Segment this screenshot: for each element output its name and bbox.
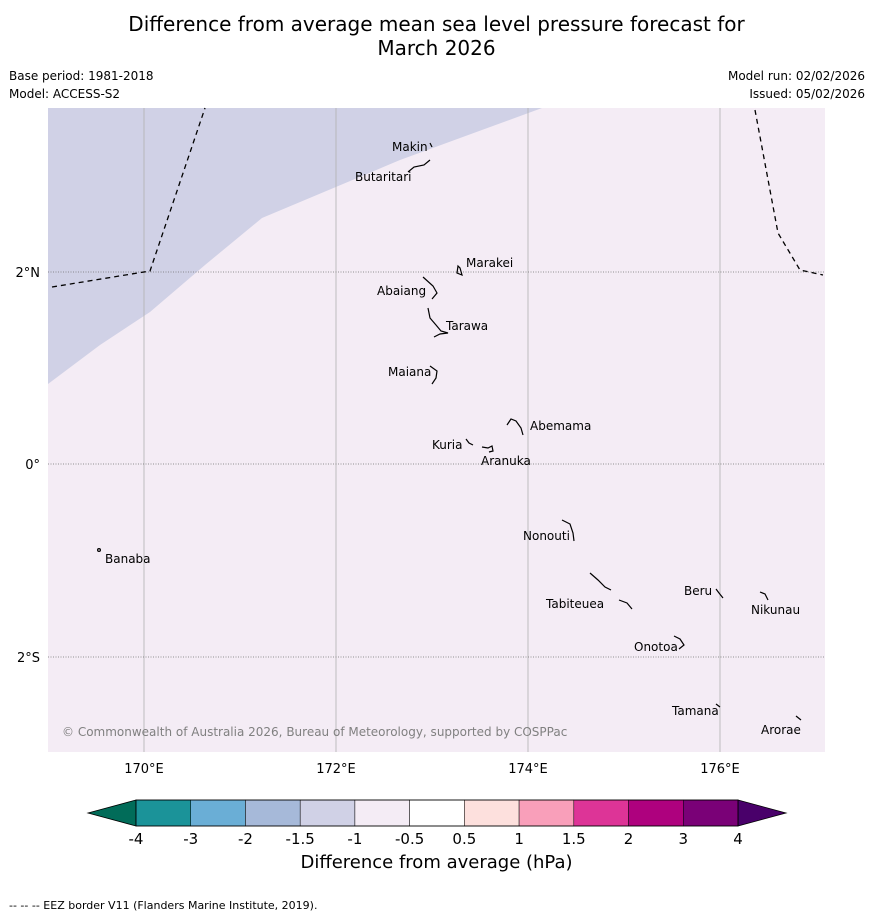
colorbar-cell-4 [354, 799, 410, 827]
island-shape-maiana [429, 365, 438, 385]
island-shape-beru [715, 588, 724, 599]
island-shape-onotoa [673, 635, 685, 650]
model-run: Model run: 02/02/2026 [727, 69, 865, 83]
lon-tick-176e: 176°E [700, 762, 740, 777]
title-line-1: Difference from average mean sea level p… [128, 12, 745, 36]
label-marakei: Marakei [466, 256, 513, 270]
colorbar-cell-2 [245, 799, 301, 827]
lat-tick-2n: 2°N [16, 266, 41, 281]
colorbar: -4 -3 -2 -1.5 -1 -0.5 0.5 1 1.5 2 3 4 [86, 799, 788, 848]
label-abaiang: Abaiang [377, 284, 426, 298]
colorbar-label: Difference from average (hPa) [300, 852, 573, 873]
colorbar-cell-1 [190, 799, 246, 827]
label-makin: Makin [392, 140, 428, 154]
colorbar-tick-9: 2 [624, 830, 634, 848]
colorbar-tick-11: 4 [733, 830, 743, 848]
colorbar-under-arrow [86, 799, 137, 827]
latitude-tick-labels: 2°N 0° 2°S [16, 266, 41, 666]
label-onotoa: Onotoa [634, 640, 678, 654]
colorbar-tick-1: -3 [183, 830, 198, 848]
island-shape-aranuka [481, 445, 494, 453]
model-name: Model: ACCESS-S2 [9, 87, 121, 101]
colorbar-cell-3 [299, 799, 356, 827]
eez-border-east [754, 109, 824, 276]
colorbar-frame [135, 799, 739, 827]
island-shape-nonouti [561, 519, 575, 542]
issued-date: Issued: 05/02/2026 [749, 87, 865, 101]
colorbar-over-arrow [737, 799, 788, 827]
colorbar-cell-0 [135, 799, 191, 827]
island-shape-tabiteuea [589, 572, 633, 610]
longitude-tick-labels: 170°E 172°E 174°E 176°E [124, 762, 740, 777]
lon-tick-174e: 174°E [508, 762, 548, 777]
island-shape-makin [429, 142, 433, 148]
anomaly-region-lavender [48, 108, 542, 384]
lon-tick-170e: 170°E [124, 762, 164, 777]
label-maiana: Maiana [388, 365, 431, 379]
island-shape-arorae [795, 715, 802, 721]
colorbar-tick-6: 0.5 [452, 830, 476, 848]
lat-tick-2s: 2°S [17, 651, 40, 666]
island-labels: Makin Butaritari Marakei Abaiang Tarawa … [105, 140, 801, 737]
label-tarawa: Tarawa [445, 319, 488, 333]
label-kuria: Kuria [432, 438, 463, 452]
chart-title: Difference from average mean sea level p… [0, 12, 873, 60]
island-shape-banaba [96, 547, 101, 552]
copyright-notice: © Commonwealth of Australia 2026, Bureau… [62, 725, 567, 739]
colorbar-tick-10: 3 [678, 830, 688, 848]
island-shape-abaiang [422, 276, 438, 300]
meridian-gridlines [143, 108, 721, 752]
title-line-2: March 2026 [377, 36, 496, 60]
label-butaritari: Butaritari [355, 170, 412, 184]
lat-tick-0: 0° [25, 458, 40, 473]
base-period: Base period: 1981-2018 [9, 69, 154, 83]
label-beru: Beru [684, 584, 712, 598]
eez-borders [51, 107, 824, 288]
label-nonouti: Nonouti [523, 529, 570, 543]
meta-left: Base period: 1981-2018 Model: ACCESS-S2 [9, 67, 154, 103]
colorbar-cell-8 [573, 799, 629, 827]
colorbar-tick-2: -2 [238, 830, 253, 848]
colorbar-tick-4: -1 [347, 830, 362, 848]
eez-border-west [51, 107, 206, 288]
label-tabiteuea: Tabiteuea [545, 597, 604, 611]
island-shape-abemama [506, 418, 524, 436]
island-shape-tarawa [427, 307, 449, 338]
label-abemama: Abemama [530, 419, 591, 433]
colorbar-cell-7 [518, 799, 575, 827]
colorbar-cell-10 [683, 799, 739, 827]
island-shape-butaritari [407, 159, 431, 173]
colorbar-tick-0: -4 [129, 830, 144, 848]
colorbar-tick-labels: -4 -3 -2 -1.5 -1 -0.5 0.5 1 1.5 2 3 4 [129, 830, 743, 848]
colorbar-cell-5 [409, 799, 465, 827]
label-tamana: Tamana [671, 704, 719, 718]
meta-right: Model run: 02/02/2026 Issued: 05/02/2026 [728, 67, 865, 103]
label-aranuka: Aranuka [481, 454, 531, 468]
lon-tick-172e: 172°E [316, 762, 356, 777]
island-shape-marakei [456, 264, 463, 277]
island-outlines [96, 142, 802, 721]
colorbar-tick-8: 1.5 [562, 830, 586, 848]
colorbar-cell-6 [464, 799, 520, 827]
colorbar-tick-7: 1 [514, 830, 524, 848]
colorbar-tick-5: -0.5 [395, 830, 424, 848]
colorbar-cells [135, 799, 739, 827]
eez-footnote: -- -- -- EEZ border V11 (Flanders Marine… [9, 899, 318, 912]
label-banaba: Banaba [105, 552, 151, 566]
label-arorae: Arorae [761, 723, 801, 737]
island-shape-tamana [715, 703, 721, 708]
parallel-gridlines [48, 271, 825, 658]
colorbar-tick-3: -1.5 [286, 830, 315, 848]
label-nikunau: Nikunau [751, 603, 800, 617]
colorbar-cell-9 [628, 799, 684, 827]
island-shape-nikunau [759, 591, 769, 601]
island-shape-kuria [465, 438, 474, 446]
